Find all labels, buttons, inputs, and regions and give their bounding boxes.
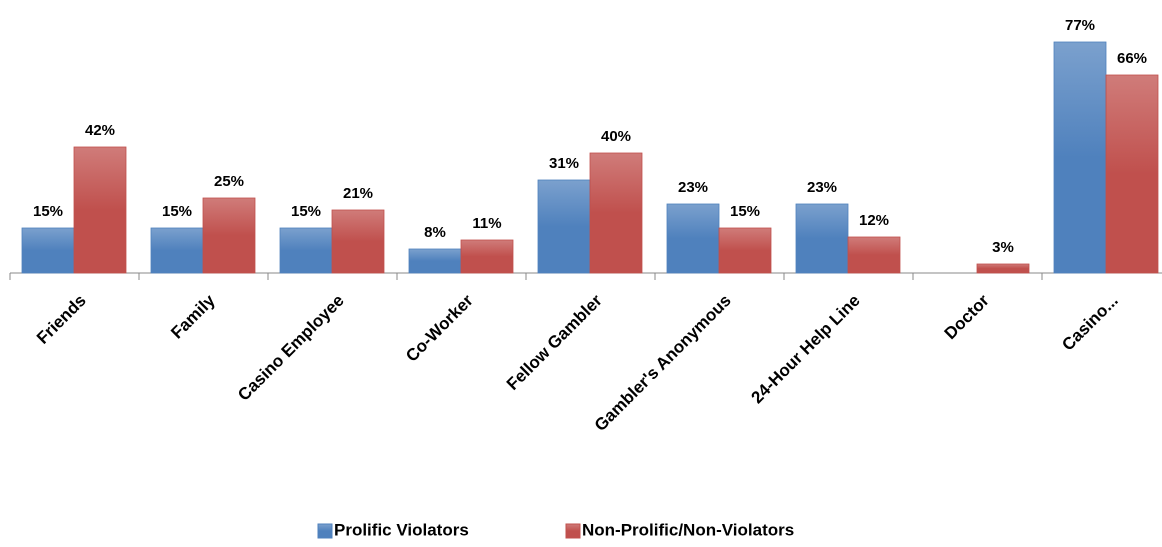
x-tick-label: Casino Employee xyxy=(234,291,348,405)
legend-label: Prolific Violators xyxy=(334,520,469,539)
data-label: 23% xyxy=(807,179,837,196)
data-label: 77% xyxy=(1065,17,1095,34)
bar xyxy=(718,227,772,274)
x-tick-label: 24-Hour Help Line xyxy=(748,291,864,407)
legend-label: Non-Prolific/Non-Violators xyxy=(582,520,794,539)
x-tick-label: Friends xyxy=(33,291,90,348)
bar xyxy=(150,227,204,274)
x-tick-label: Family xyxy=(167,290,219,342)
bar xyxy=(1053,41,1107,274)
data-label: 3% xyxy=(992,239,1014,256)
data-label: 8% xyxy=(424,224,446,241)
legend-swatch xyxy=(565,523,581,539)
bar xyxy=(73,146,127,274)
data-label: 23% xyxy=(678,179,708,196)
legend-swatch xyxy=(317,523,333,539)
x-tick-label: Casino... xyxy=(1058,291,1122,355)
data-label: 15% xyxy=(291,203,321,220)
data-label: 21% xyxy=(343,185,373,202)
data-label: 12% xyxy=(859,212,889,229)
data-label: 42% xyxy=(85,122,115,139)
bar xyxy=(537,179,591,274)
data-label: 25% xyxy=(214,173,244,190)
bar xyxy=(21,227,75,274)
data-label: 40% xyxy=(601,128,631,145)
bar xyxy=(847,236,901,274)
x-tick-label: Fellow Gambler xyxy=(503,291,606,394)
x-tick-label: Co-Worker xyxy=(402,291,477,366)
bar xyxy=(331,209,385,274)
bar xyxy=(460,239,514,274)
data-label: 15% xyxy=(162,203,192,220)
x-tick-label: Doctor xyxy=(941,291,993,343)
bar xyxy=(279,227,333,274)
bar xyxy=(589,152,643,274)
bar xyxy=(666,203,720,274)
x-tick-label: Gambler's Anonymous xyxy=(591,291,735,435)
bar xyxy=(976,263,1030,274)
bar xyxy=(408,248,462,274)
data-label: 15% xyxy=(730,203,760,220)
bar xyxy=(795,203,849,274)
bar xyxy=(202,197,256,274)
bar xyxy=(1105,74,1159,274)
data-label: 11% xyxy=(472,215,501,232)
data-label: 66% xyxy=(1117,50,1147,67)
data-label: 15% xyxy=(33,203,63,220)
data-label: 31% xyxy=(549,155,579,172)
